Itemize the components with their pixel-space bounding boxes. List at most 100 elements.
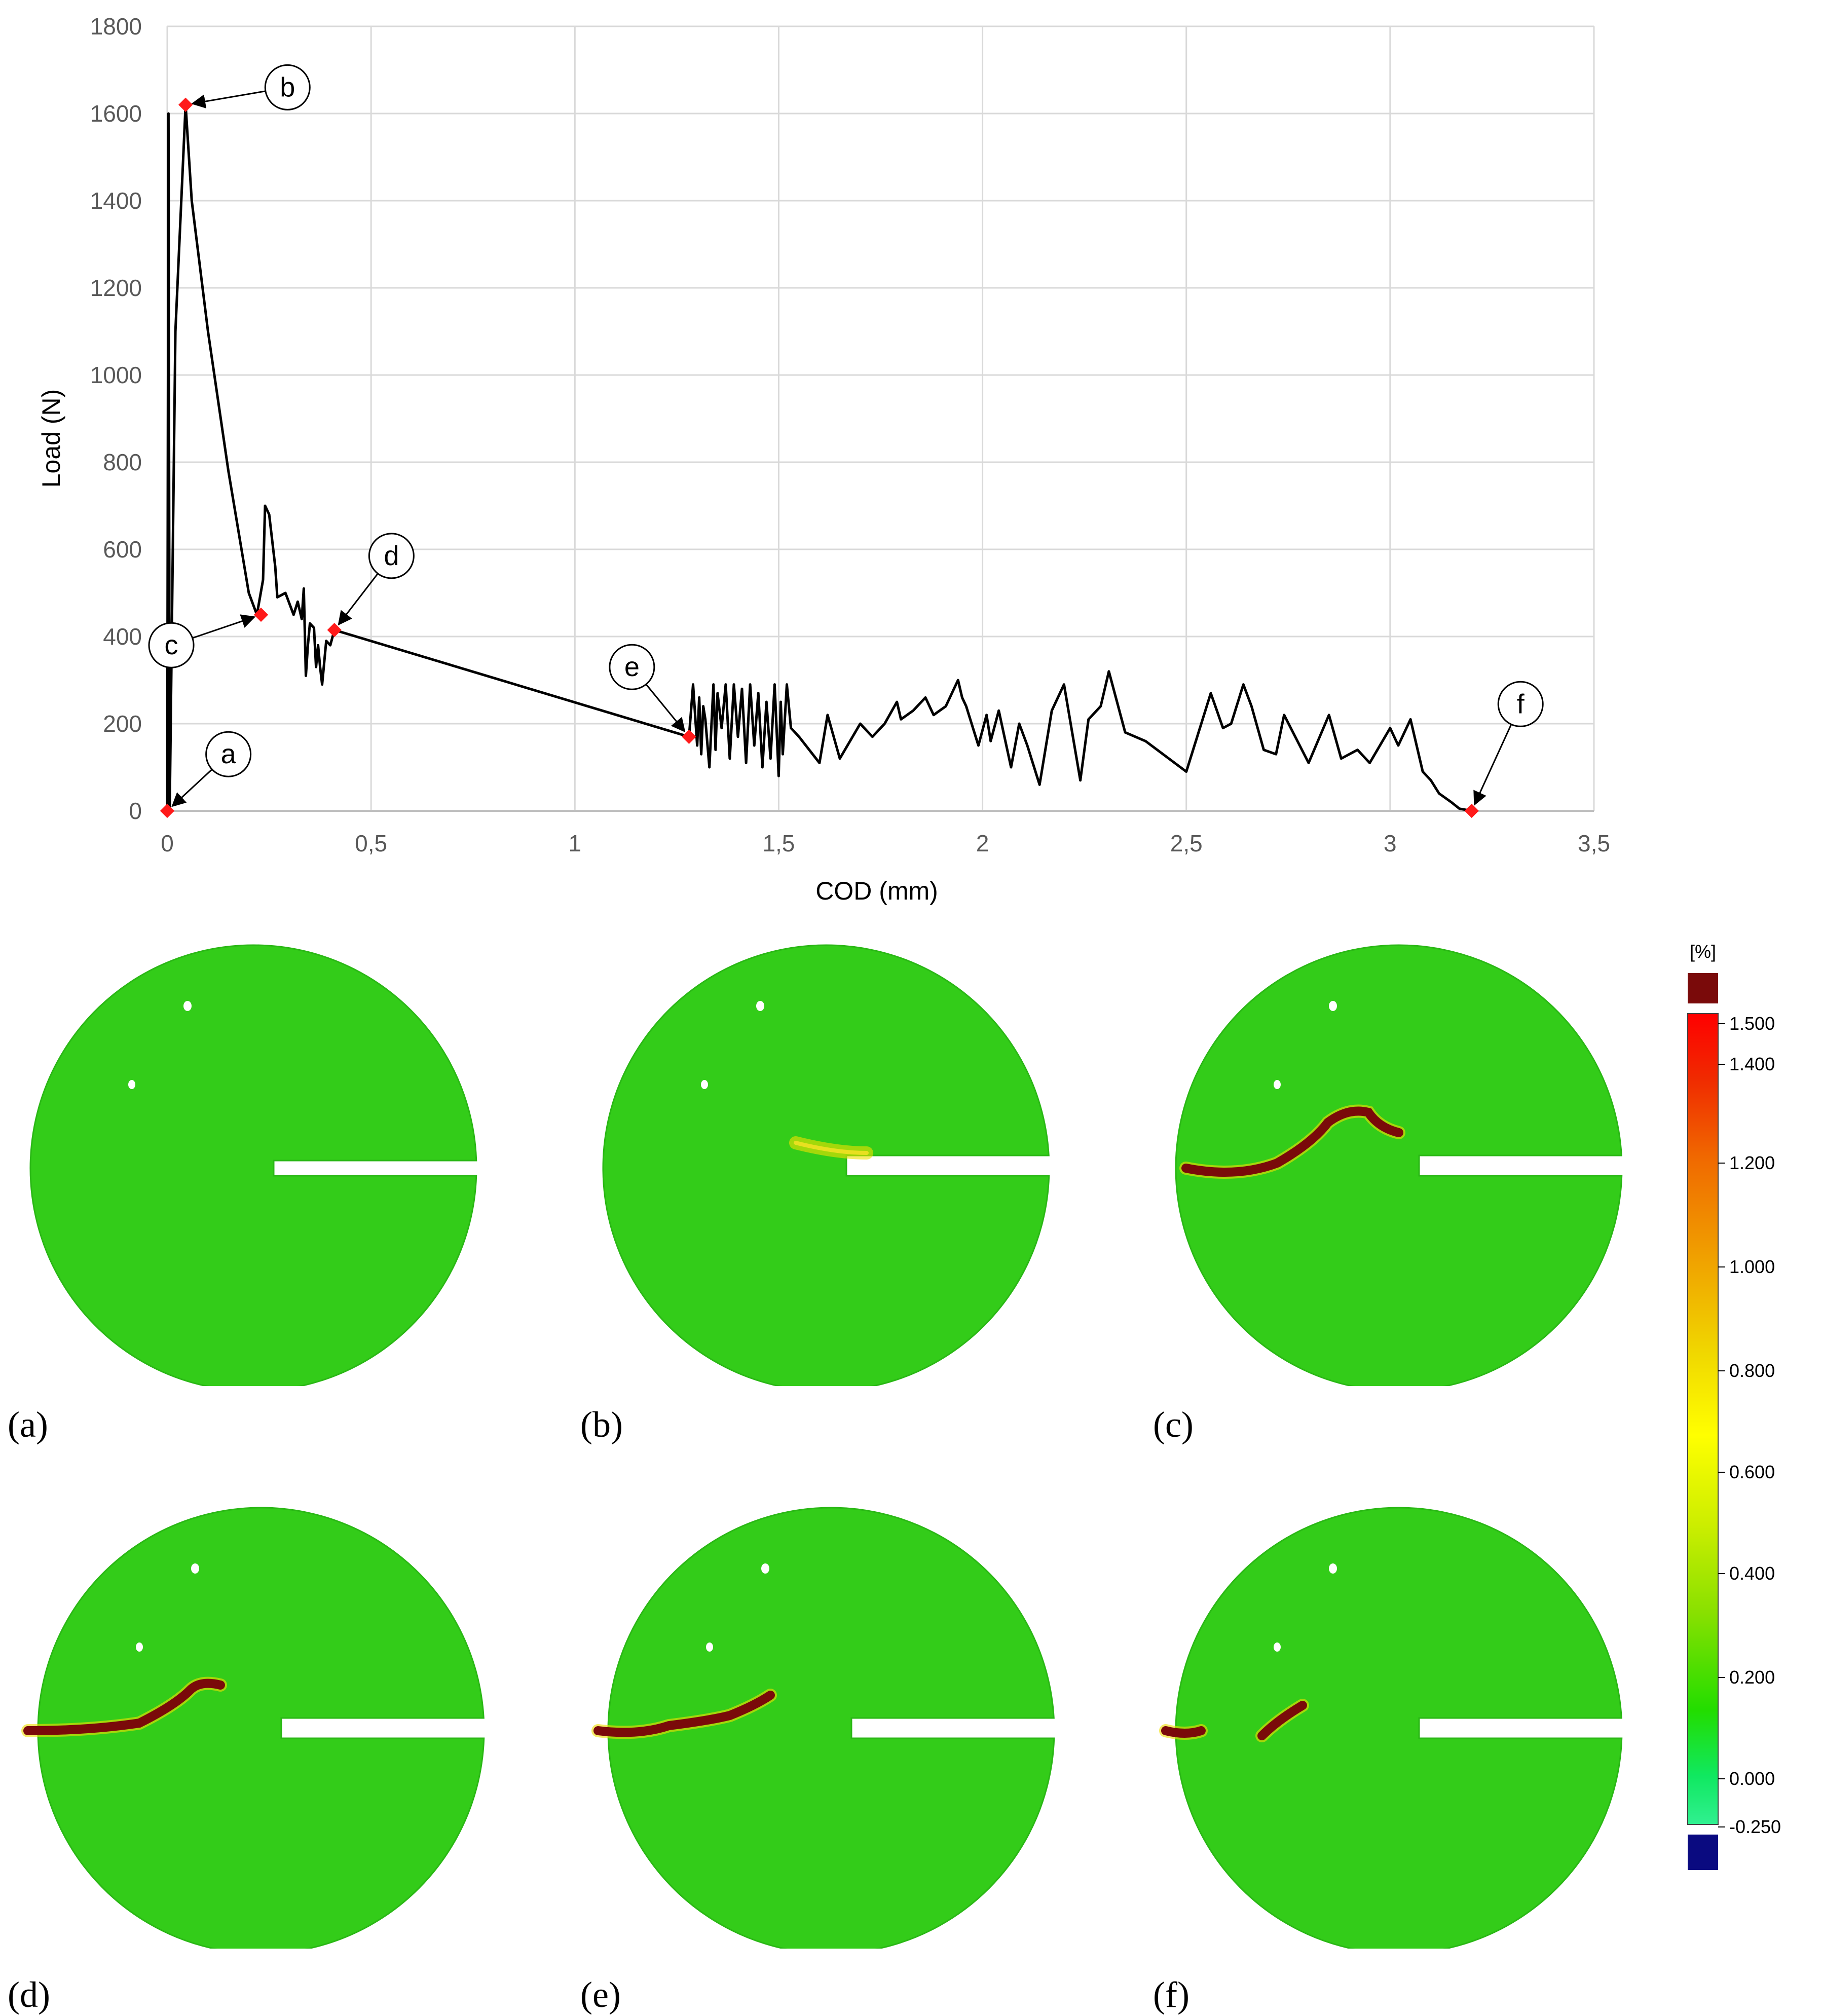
- x-tick-label: 0,5: [355, 830, 387, 856]
- specimen-disc: [602, 944, 1050, 1392]
- marker-label: e: [624, 652, 640, 682]
- crack-path: [23, 1678, 225, 1735]
- x-tick-label: 1,5: [762, 830, 795, 856]
- speckle-void: [1329, 1563, 1337, 1574]
- x-tick-labels: 0 0,5 1 1,5 2 2,5 3 3,5: [161, 830, 1610, 856]
- marker-point: [178, 97, 193, 112]
- strain-panel: [583, 930, 1069, 1392]
- colorbar-over-swatch: [1688, 973, 1718, 1003]
- specimen-disc: [29, 944, 477, 1392]
- panel-caption: (a): [8, 1404, 48, 1445]
- marker-label-circle: [148, 622, 195, 668]
- speckle-void: [183, 1001, 192, 1011]
- strain-field: [29, 944, 477, 1392]
- x-tick-label: 1: [568, 830, 581, 856]
- colorbar-tick-label: 0.200: [1729, 1667, 1775, 1688]
- specimen-disc: [37, 1507, 485, 1955]
- y-tick-label: 200: [103, 711, 142, 737]
- speckle-void: [706, 1642, 713, 1652]
- marker-label-circle: [1497, 681, 1544, 727]
- speckle-void: [761, 1563, 769, 1574]
- crack-path: [1181, 1106, 1403, 1177]
- colorbar-tick-label: 0.800: [1729, 1360, 1775, 1381]
- panel-caption: (b): [580, 1404, 623, 1445]
- x-tick-label: 2,5: [1170, 830, 1203, 856]
- x-axis-label: COD (mm): [815, 877, 938, 905]
- marker-point: [327, 622, 342, 638]
- x-tick-label: 2: [976, 830, 989, 856]
- speckle-void: [1274, 1642, 1281, 1652]
- colorbar-tick-label: 1.500: [1729, 1013, 1775, 1034]
- panel-caption: (d): [8, 1974, 50, 2015]
- load-cod-chart: 0 0,5 1 1,5 2 2,5 3 3,5 0 200 400 600 800 1000 1200 14…: [37, 13, 1610, 905]
- marker-point: [253, 607, 269, 622]
- panel-caption: (f): [1153, 1974, 1189, 2015]
- strain-colorbar: [%] 1.500 1.400 1.200 1.000 0.800 0.600 0.400 0…: [1687, 943, 1781, 1870]
- strain-panel: [10, 930, 497, 1392]
- y-tick-label: 1600: [90, 100, 142, 127]
- speckle-void: [701, 1080, 708, 1089]
- strain-field: [1159, 1507, 1623, 1955]
- marker-arrow: [191, 90, 266, 108]
- colorbar-tick-label: 0.400: [1729, 1563, 1775, 1584]
- specimen-disc: [1175, 944, 1623, 1392]
- marker-arrow: [645, 684, 686, 733]
- colorbar-tick-label: 1.400: [1729, 1054, 1775, 1074]
- marker-label-circle: [609, 644, 655, 690]
- marker-label-circle: [368, 533, 415, 579]
- specimen-disc: [1175, 1507, 1623, 1955]
- y-tick-label: 1200: [90, 275, 142, 301]
- y-tick-labels: 0 200 400 600 800 1000 1200 1400 1600 1800: [90, 13, 142, 824]
- chart-series: [166, 103, 1472, 812]
- y-tick-label: 0: [129, 798, 142, 824]
- strain-field: [1175, 944, 1623, 1392]
- x-tick-label: 0: [161, 830, 174, 856]
- marker-label: d: [384, 541, 399, 571]
- strain-field: [21, 1507, 485, 1955]
- colorbar-tick-label: 0.000: [1729, 1768, 1775, 1789]
- marker-label: f: [1517, 689, 1525, 719]
- speckle-void: [136, 1642, 143, 1652]
- strain-field: [602, 944, 1050, 1392]
- marker-label: b: [280, 72, 295, 102]
- speckle-void: [128, 1080, 135, 1089]
- colorbar-under-swatch: [1688, 1835, 1718, 1870]
- strain-panel: [588, 1492, 1074, 1955]
- y-tick-label: 1800: [90, 13, 142, 40]
- marker-arrow: [171, 769, 213, 807]
- x-tick-label: 3: [1384, 830, 1397, 856]
- crack-path: [794, 1141, 869, 1155]
- marker-arrow: [338, 573, 379, 626]
- marker-label: a: [221, 739, 237, 769]
- marker-point: [160, 803, 175, 818]
- y-tick-label: 1000: [90, 362, 142, 388]
- strain-field: [591, 1507, 1055, 1955]
- speckle-void: [191, 1563, 199, 1574]
- panel-caption: (c): [1153, 1404, 1194, 1445]
- marker-point: [1464, 803, 1479, 818]
- colorbar-tick-label: 0.600: [1729, 1462, 1775, 1482]
- marker-point: [682, 729, 696, 744]
- speckle-void: [1274, 1080, 1281, 1089]
- y-axis-label: Load (N): [37, 389, 65, 488]
- y-tick-label: 600: [103, 536, 142, 563]
- y-tick-label: 1400: [90, 188, 142, 214]
- y-tick-label: 800: [103, 449, 142, 475]
- strain-panel: [1156, 1492, 1642, 1955]
- chart-markers: a b c d e f: [148, 64, 1544, 818]
- specimen-disc: [607, 1507, 1055, 1955]
- speckle-void: [756, 1001, 764, 1011]
- strain-panel: [1156, 930, 1642, 1392]
- panel-caption: (e): [580, 1974, 621, 2015]
- marker-arrow: [1473, 724, 1512, 806]
- y-tick-label: 400: [103, 623, 142, 650]
- marker-label-circle: [264, 64, 311, 110]
- colorbar-tick-label: 1.000: [1729, 1256, 1775, 1277]
- x-tick-label: 3,5: [1578, 830, 1610, 856]
- strain-panel: [18, 1492, 504, 1955]
- marker-label-circle: [205, 731, 252, 777]
- colorbar-unit: [%]: [1690, 943, 1716, 962]
- series-line: [166, 103, 1472, 812]
- marker-label: c: [165, 630, 178, 660]
- crack-path: [593, 1691, 775, 1737]
